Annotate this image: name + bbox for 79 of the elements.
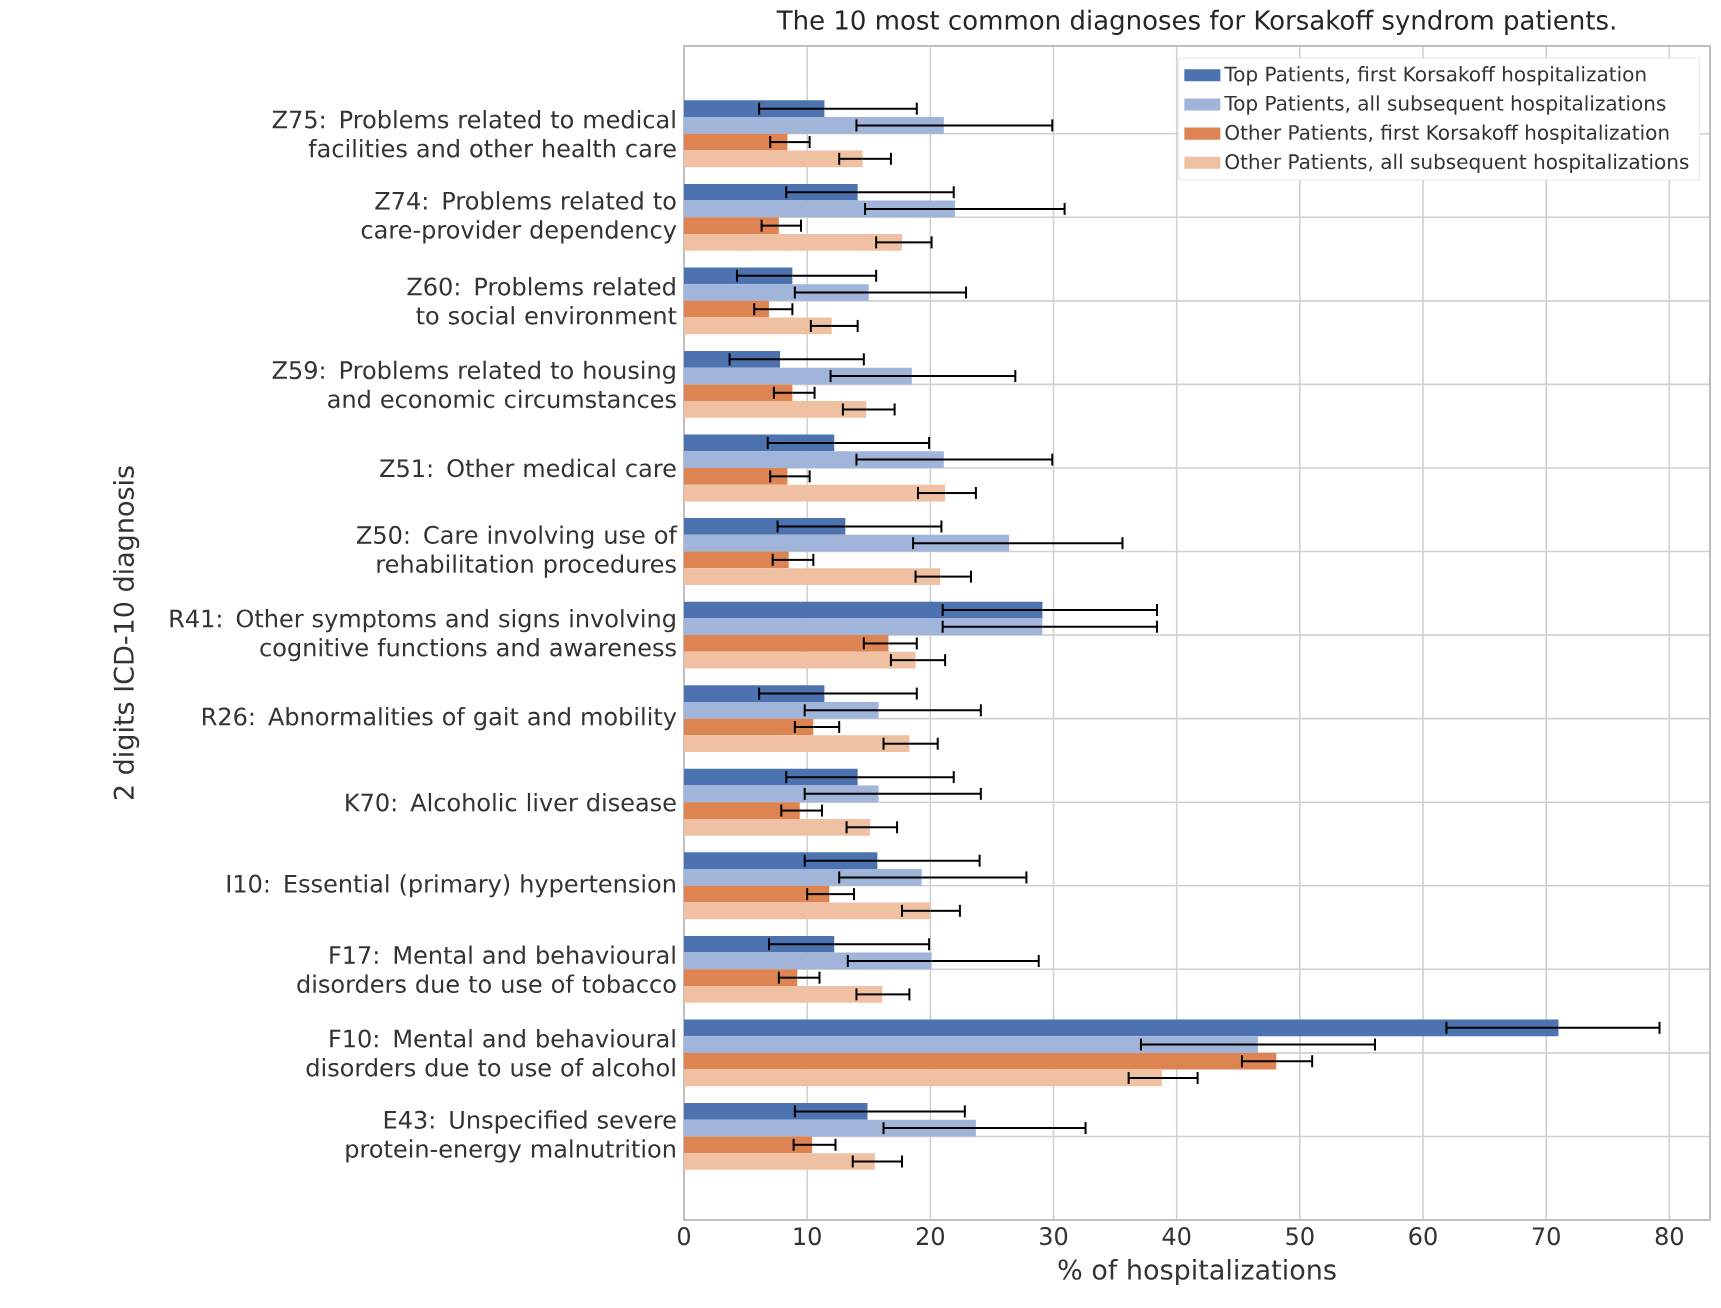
x-tick-label: 70: [1532, 1227, 1560, 1246]
bar: [684, 217, 779, 235]
x-tick-label: 30: [1040, 1227, 1068, 1246]
bar: [684, 651, 916, 669]
y-tick-label: K70: Alcoholic liver disease: [346, 792, 676, 812]
bar: [684, 852, 878, 870]
bar: [684, 150, 863, 168]
bar: [684, 568, 941, 585]
bar: [684, 735, 910, 753]
bar: [684, 1069, 1162, 1087]
y-tick-label: Z51: Other medical care: [380, 458, 676, 478]
bar: [684, 1019, 1559, 1037]
bar: [684, 367, 912, 385]
bar: [684, 484, 946, 502]
bar: [684, 969, 798, 987]
legend-label: Top Patients, first Korsakoff hospitalization: [1224, 66, 1646, 86]
bar: [684, 284, 869, 301]
y-tick-label: R41: Other symptoms and signs involving cognitive functions and awareness: [170, 608, 676, 662]
bar: [684, 885, 830, 903]
y-tick-label: F17: Mental and behavioural disorders due to use of tobacco: [297, 945, 676, 994]
bar: [684, 1052, 1277, 1070]
bar: [684, 768, 858, 786]
bar: [684, 1036, 1258, 1053]
y-tick-label: F10: Mental and behavioural disorders due to use of alcohol: [306, 1029, 675, 1077]
bar: [684, 133, 788, 151]
y-tick-label: I10: Essential (primary) hypertension: [227, 874, 675, 898]
legend-label: Other Patients, first Korsakoff hospitalization: [1225, 124, 1669, 144]
bar: [684, 401, 867, 418]
x-tick-label: 80: [1655, 1227, 1684, 1246]
bar: [684, 234, 903, 251]
y-tick-label: E43: Unspecified severe protein-energy malnutrition: [346, 1110, 676, 1163]
bar: [684, 518, 846, 535]
legend-label: Other Patients, all subsequent hospitalizations: [1225, 153, 1689, 174]
bar: [684, 869, 922, 886]
y-tick-label: Z74: Problems related to care-provider dependency: [361, 191, 677, 244]
x-tick-label: 50: [1286, 1227, 1314, 1246]
bar: [684, 1136, 813, 1154]
x-axis-title: % of hospitalizations: [1058, 1258, 1336, 1286]
x-tick-label: 10: [794, 1227, 821, 1246]
bar: [684, 117, 944, 134]
bar: [684, 618, 1043, 636]
bar: [684, 100, 825, 118]
bar: [684, 451, 944, 468]
bar: [684, 701, 879, 719]
bar: [684, 785, 879, 803]
y-tick-label: Z60: Problems related to social environment: [407, 277, 677, 325]
bar: [684, 802, 800, 819]
chart-title: The 10 most common diagnoses for Korsakoff syndrom patients.: [776, 9, 1615, 35]
bar: [684, 935, 835, 953]
bar: [684, 434, 835, 452]
bar: [684, 902, 931, 920]
bar: [684, 635, 889, 652]
x-tick-label: 0: [677, 1227, 691, 1246]
y-tick-label: Z75: Problems related to medical facilities and other health care: [272, 109, 676, 158]
bar: [684, 685, 825, 702]
bar: [684, 601, 1043, 619]
y-axis-title: 2 digits ICD-10 diagnosis: [113, 466, 140, 800]
x-tick-label: 60: [1409, 1227, 1437, 1246]
bar: [684, 1103, 868, 1120]
bar: [684, 317, 832, 335]
x-tick-label: 40: [1162, 1227, 1191, 1246]
bar: [684, 986, 883, 1003]
bar: [684, 534, 1010, 552]
y-tick-label: R26: Abnormalities of gait and mobility: [203, 707, 677, 731]
x-tick-label: 20: [916, 1227, 945, 1246]
bar: [684, 952, 932, 970]
bar: [684, 551, 789, 569]
bar: [684, 1153, 875, 1170]
bar: [684, 384, 793, 402]
legend-label: Top Patients, all subsequent hospitalizations: [1224, 95, 1666, 115]
bar: [684, 183, 858, 201]
y-tick-label: Z59: Problems related to housing and economic circumstances: [272, 360, 676, 409]
bar: [684, 200, 955, 218]
bar: [684, 718, 814, 736]
bar: [684, 467, 788, 485]
bar: [684, 300, 769, 318]
y-tick-label: Z50: Care involving use of rehabilitation procedures: [357, 525, 678, 578]
bar: [684, 1119, 976, 1137]
bar: [684, 818, 870, 836]
